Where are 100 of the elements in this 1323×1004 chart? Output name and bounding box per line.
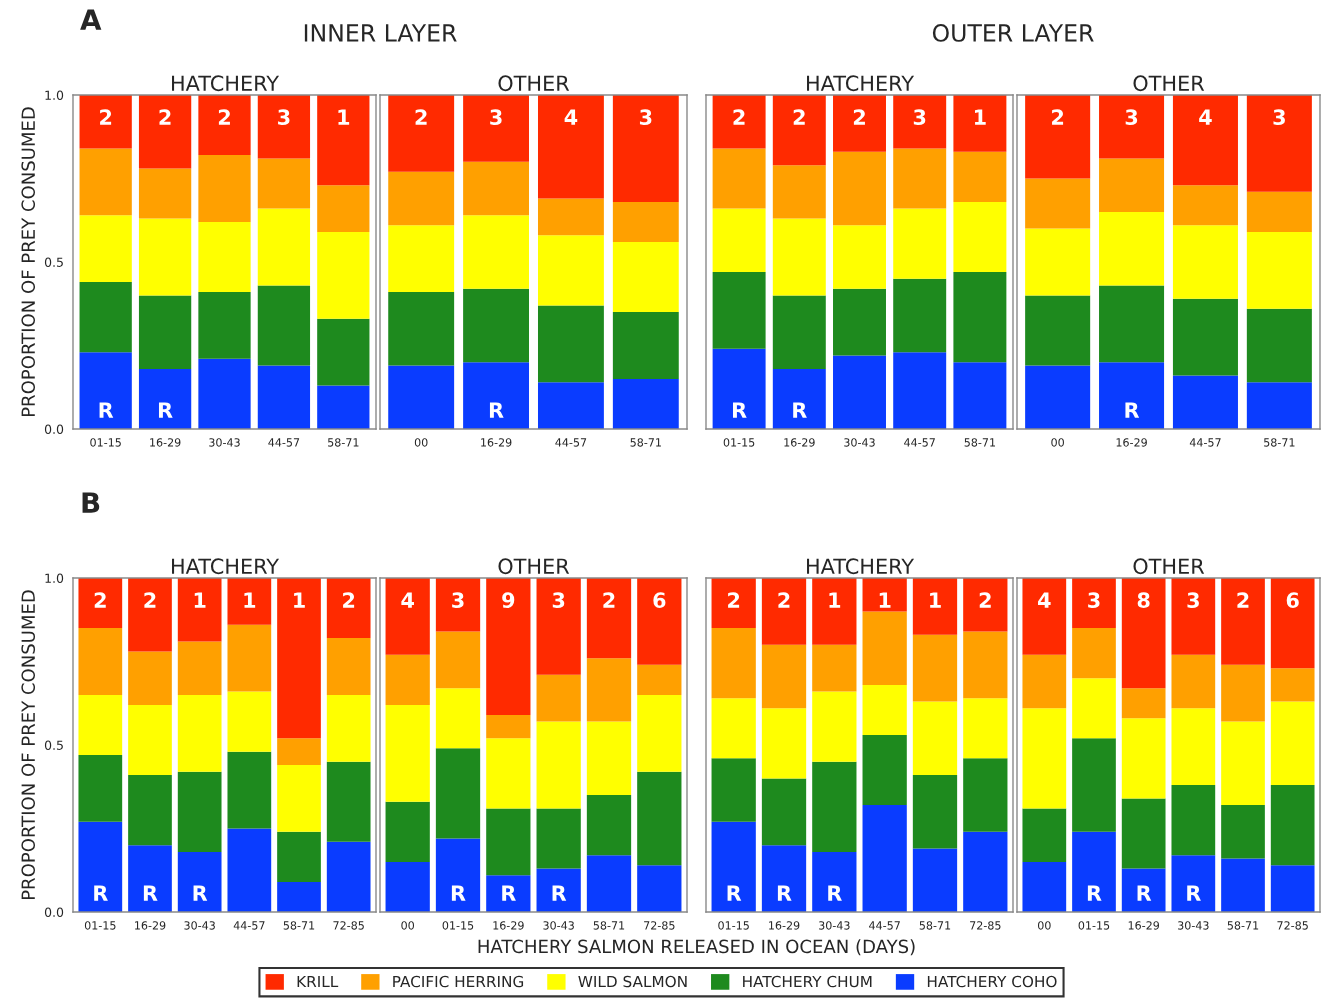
- bar: [138, 168, 192, 219]
- annotation: 3: [639, 109, 652, 126]
- bar: [277, 765, 321, 832]
- bar: [1025, 178, 1091, 229]
- x-tick-label: 72-85: [970, 921, 1001, 930]
- bar: [177, 771, 222, 852]
- bar: [1221, 805, 1265, 859]
- bar: [1025, 295, 1091, 366]
- bar: [537, 382, 604, 429]
- bar: [79, 282, 132, 353]
- bar: [463, 161, 530, 216]
- bar: [1121, 578, 1166, 689]
- bar: [1171, 708, 1216, 786]
- bar: [536, 674, 581, 722]
- bar: [1221, 664, 1265, 722]
- x-tick-label: 16-29: [1128, 921, 1160, 930]
- bar: [138, 295, 192, 369]
- chart-title: HATCHERY: [807, 75, 915, 92]
- annotation: 1: [194, 592, 206, 608]
- bar: [227, 828, 272, 912]
- x-tick-label: 58-71: [964, 438, 996, 447]
- bar: [435, 631, 481, 689]
- bar: [893, 95, 947, 149]
- annotation: 1: [244, 592, 256, 608]
- bar: [1246, 382, 1312, 429]
- bar: [326, 638, 371, 695]
- bar: [612, 95, 679, 202]
- bar: [953, 95, 1007, 152]
- bar: [1022, 578, 1067, 655]
- bar: [317, 95, 370, 186]
- y-axis-title: PROPORTION OF PREY CONSUMED: [21, 590, 36, 900]
- bar: [862, 684, 907, 735]
- bar: [1072, 831, 1116, 912]
- bar: [1072, 628, 1116, 679]
- x-tick-label: 30-43: [819, 921, 850, 930]
- bar: [912, 701, 958, 776]
- bar: [1099, 158, 1165, 212]
- bar: [317, 385, 370, 429]
- bar: [1246, 308, 1312, 383]
- x-tick-label: 44-57: [869, 921, 900, 930]
- bar: [953, 201, 1007, 273]
- bar: [78, 578, 123, 629]
- annotation: 2: [100, 109, 112, 125]
- y-tick-label: 0.0: [44, 424, 64, 434]
- annotation: 3: [913, 109, 926, 126]
- annotation: 1: [294, 592, 305, 608]
- bar: [138, 368, 192, 429]
- x-tick-label: 44-57: [904, 438, 935, 447]
- bar: [435, 578, 481, 632]
- bar: [385, 704, 430, 802]
- bar: [761, 708, 807, 779]
- bar: [1099, 285, 1165, 363]
- annotation: R: [489, 402, 504, 418]
- x-tick-label: 58-71: [1227, 921, 1259, 930]
- annotation: 4: [1199, 109, 1212, 125]
- bar: [537, 305, 604, 383]
- bar: [637, 771, 682, 866]
- bar: [388, 365, 455, 429]
- bar: [198, 358, 251, 429]
- bar: [537, 235, 604, 306]
- annotation: 4: [1038, 592, 1051, 608]
- x-tick-label: 58-71: [328, 438, 359, 447]
- bar: [912, 578, 958, 635]
- annotation: 3: [1273, 109, 1285, 126]
- bar: [893, 278, 947, 353]
- annotation: 3: [1187, 592, 1199, 609]
- bar: [326, 694, 371, 762]
- bar: [227, 691, 272, 752]
- bar: [536, 721, 581, 809]
- x-tick-label: 00: [414, 438, 428, 447]
- bar: [712, 348, 766, 429]
- bar: [79, 95, 132, 149]
- annotation: R: [143, 885, 158, 901]
- bar: [912, 775, 958, 849]
- annotation: 3: [552, 592, 565, 609]
- bar: [326, 841, 371, 912]
- bar: [1022, 708, 1067, 809]
- bar: [761, 578, 807, 645]
- bar: [536, 868, 581, 912]
- bar: [711, 821, 756, 912]
- legend-label: KRILL: [297, 975, 339, 988]
- bar: [833, 151, 886, 226]
- bar: [711, 628, 756, 699]
- x-tick-label: 01-15: [90, 438, 121, 447]
- annotation: 2: [728, 592, 740, 608]
- bar: [435, 838, 481, 912]
- bar: [128, 651, 172, 705]
- chart-title: HATCHERY: [172, 75, 280, 92]
- annotation: 6: [653, 592, 666, 609]
- bar: [128, 845, 172, 912]
- bar: [612, 378, 679, 429]
- bar: [761, 644, 807, 709]
- bar: [711, 578, 756, 629]
- bar: [1246, 231, 1312, 309]
- x-tick-label: 58-71: [283, 921, 315, 930]
- bar: [78, 821, 123, 912]
- bar: [79, 148, 132, 216]
- bar: [1270, 865, 1315, 912]
- bar: [1099, 362, 1165, 429]
- y-tick-label: 1.0: [45, 573, 64, 583]
